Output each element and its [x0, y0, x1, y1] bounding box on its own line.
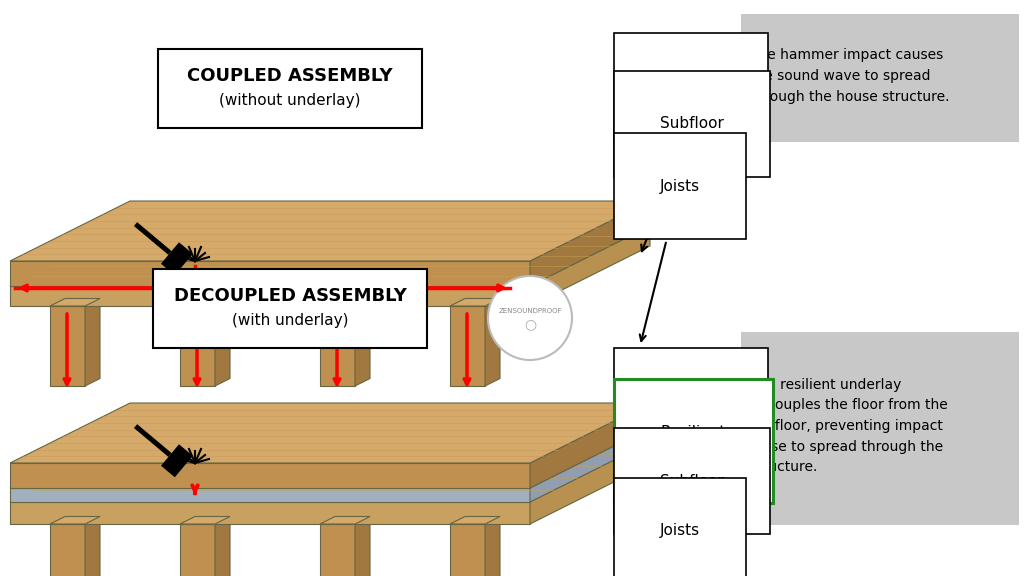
- Text: ○: ○: [524, 317, 536, 331]
- Circle shape: [488, 276, 572, 360]
- Polygon shape: [485, 517, 500, 576]
- FancyBboxPatch shape: [741, 332, 1019, 525]
- Polygon shape: [355, 298, 370, 386]
- Polygon shape: [134, 222, 172, 255]
- Polygon shape: [319, 524, 355, 576]
- Polygon shape: [10, 201, 650, 261]
- Text: DECOUPLED ASSEMBLY: DECOUPLED ASSEMBLY: [173, 287, 407, 305]
- Text: Subfloor: Subfloor: [645, 471, 724, 488]
- Polygon shape: [530, 201, 650, 286]
- Polygon shape: [10, 502, 530, 524]
- Polygon shape: [355, 517, 370, 576]
- Text: (with underlay): (with underlay): [231, 313, 348, 328]
- Text: (without underlay): (without underlay): [219, 93, 360, 108]
- FancyBboxPatch shape: [741, 14, 1019, 142]
- Polygon shape: [180, 524, 215, 576]
- Polygon shape: [161, 444, 193, 478]
- Polygon shape: [530, 226, 650, 306]
- Text: Flooring: Flooring: [644, 393, 722, 426]
- Text: COUPLED ASSEMBLY: COUPLED ASSEMBLY: [187, 67, 393, 85]
- FancyBboxPatch shape: [158, 49, 422, 128]
- Polygon shape: [530, 442, 650, 524]
- Polygon shape: [50, 298, 100, 306]
- Text: Subfloor: Subfloor: [641, 116, 724, 251]
- Polygon shape: [530, 428, 650, 502]
- Polygon shape: [180, 306, 215, 386]
- Polygon shape: [215, 298, 230, 386]
- Text: Resilient
underlay: Resilient underlay: [645, 425, 727, 457]
- Text: The hammer impact causes
the sound wave to spread
through the house structure.: The hammer impact causes the sound wave …: [750, 48, 949, 104]
- Polygon shape: [161, 242, 193, 275]
- Text: Flooring: Flooring: [641, 78, 722, 221]
- Polygon shape: [10, 488, 530, 502]
- Polygon shape: [450, 517, 500, 524]
- Text: Joists: Joists: [644, 524, 700, 557]
- Polygon shape: [180, 517, 230, 524]
- Polygon shape: [10, 403, 650, 463]
- Polygon shape: [10, 428, 650, 488]
- Polygon shape: [10, 286, 530, 306]
- Text: Joists: Joists: [640, 179, 700, 341]
- Polygon shape: [10, 442, 650, 502]
- Polygon shape: [85, 298, 100, 386]
- Polygon shape: [50, 306, 85, 386]
- Polygon shape: [530, 403, 650, 488]
- Text: ZENSOUNDPROOF: ZENSOUNDPROOF: [499, 308, 562, 314]
- Polygon shape: [50, 517, 100, 524]
- Polygon shape: [485, 298, 500, 386]
- Polygon shape: [85, 517, 100, 576]
- Polygon shape: [10, 261, 530, 286]
- Polygon shape: [450, 524, 485, 576]
- Polygon shape: [180, 298, 230, 306]
- FancyBboxPatch shape: [153, 269, 427, 348]
- Polygon shape: [450, 306, 485, 386]
- Polygon shape: [50, 524, 85, 576]
- Polygon shape: [215, 517, 230, 576]
- Polygon shape: [319, 298, 370, 306]
- Text: The resilient underlay
decouples the floor from the
subfloor, preventing impact
: The resilient underlay decouples the flo…: [750, 378, 948, 474]
- Polygon shape: [319, 517, 370, 524]
- Polygon shape: [134, 424, 172, 457]
- Polygon shape: [319, 306, 355, 386]
- Polygon shape: [10, 226, 650, 286]
- Polygon shape: [450, 298, 500, 306]
- Polygon shape: [10, 463, 530, 488]
